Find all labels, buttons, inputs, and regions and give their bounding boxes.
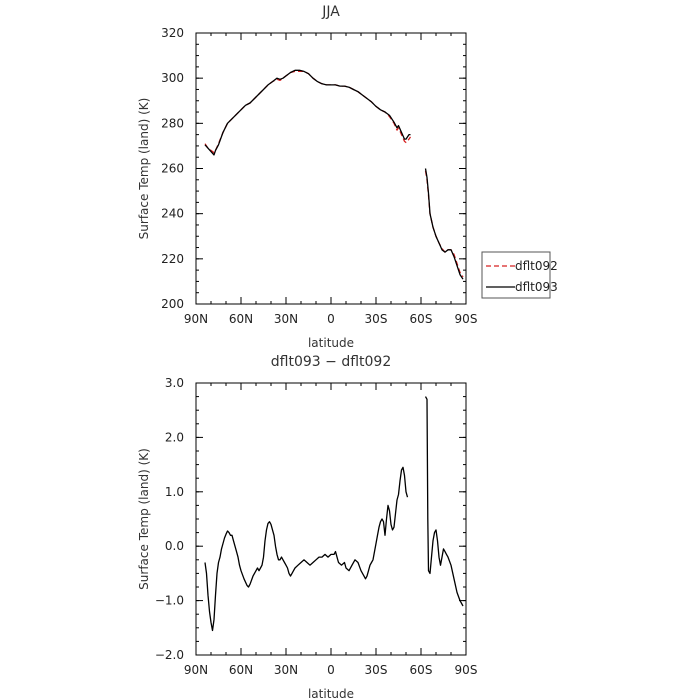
chart-title: JJA <box>321 4 340 20</box>
x-tick-label: 30S <box>365 663 388 677</box>
series-line-dflt092-seg0 <box>204 70 412 154</box>
y-tick-label: 1.0 <box>165 485 184 499</box>
y-tick-label: 260 <box>161 162 184 176</box>
x-tick-label: 60S <box>410 663 433 677</box>
series-line-dflt092-seg1 <box>424 170 464 278</box>
y-axis-label: Surface Temp (land) (K) <box>137 98 151 240</box>
y-tick-label: 3.0 <box>165 376 184 390</box>
chart-bottom: 90N 60N 30N 0 30S 60S 90S −2.0 −1.0 0.0 1.0 2.0 3.0 d… <box>137 354 477 700</box>
x-tick-label: 90N <box>184 663 208 677</box>
x-tick-label: 90N <box>184 312 208 326</box>
y-tick-label: −2.0 <box>155 648 184 662</box>
series-line-diff-seg1 <box>424 396 464 607</box>
legend-label-dflt093: dflt093 <box>515 280 558 294</box>
y-tick-label: 2.0 <box>165 430 184 444</box>
x-tick-label: 60S <box>410 312 433 326</box>
chart-top: 90N 60N 30N 0 30S 60S 90S 200 220 240 260 280 300 320… <box>137 4 558 350</box>
x-axis-label: latitude <box>308 687 354 700</box>
x-tick-label: 30S <box>365 312 388 326</box>
x-tick-label: 30N <box>274 312 298 326</box>
y-tick-label: 300 <box>161 71 184 85</box>
x-tick-label: 0 <box>327 663 335 677</box>
legend-label-dflt092: dflt092 <box>515 259 558 273</box>
x-tick-label: 30N <box>274 663 298 677</box>
y-tick-label: 0.0 <box>165 539 184 553</box>
chart-title: dflt093 − dflt092 <box>271 354 391 370</box>
series-line-diff-seg0 <box>204 466 409 632</box>
x-tick-label: 0 <box>327 312 335 326</box>
y-tick-label: 240 <box>161 207 184 221</box>
y-tick-label: 280 <box>161 116 184 130</box>
y-tick-label: 320 <box>161 26 184 40</box>
y-axis-label: Surface Temp (land) (K) <box>137 448 151 590</box>
y-tick-label: 220 <box>161 252 184 266</box>
x-tick-label: 90S <box>455 663 478 677</box>
x-tick-label: 90S <box>455 312 478 326</box>
plot-frame <box>195 382 467 656</box>
series-line-dflt093-seg0 <box>204 69 411 156</box>
x-tick-label: 60N <box>229 312 253 326</box>
x-tick-label: 60N <box>229 663 253 677</box>
y-tick-label: −1.0 <box>155 594 184 608</box>
legend-box <box>481 251 551 299</box>
x-axis-label: latitude <box>308 336 354 350</box>
series-line-dflt093-seg1 <box>424 168 464 280</box>
y-tick-label: 200 <box>161 297 184 311</box>
